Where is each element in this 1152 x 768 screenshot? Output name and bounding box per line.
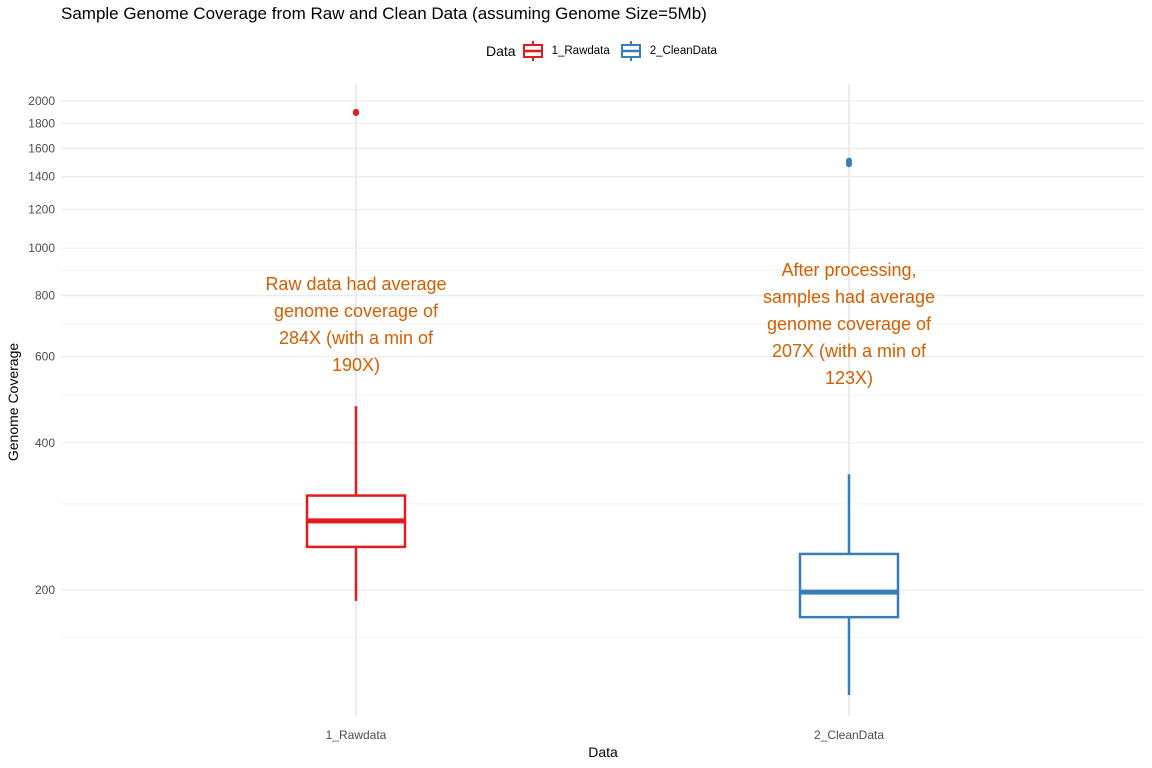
legend-item-rawdata: 1_Rawdata	[522, 40, 610, 62]
annotation-line: 123X)	[824, 368, 874, 388]
y-tick-label: 2000	[28, 94, 55, 108]
annotation-line: samples had average	[762, 287, 936, 307]
legend-key-cleandata	[620, 41, 641, 61]
annotation-rawdata: Raw data had average genome coverage of 28…	[226, 271, 486, 379]
y-tick-label: 1800	[28, 116, 55, 130]
y-tick-label: 400	[35, 436, 55, 450]
annotation-line: genome coverage of	[766, 314, 932, 334]
y-tick-label: 1000	[28, 241, 55, 255]
outlier-point	[353, 110, 359, 117]
legend-key-rawdata	[522, 41, 543, 61]
annotation-line: After processing,	[781, 260, 917, 280]
outlier-point	[846, 161, 852, 168]
legend-title: Data	[486, 43, 516, 59]
y-tick-label: 1200	[28, 202, 55, 216]
annotation-line: genome coverage of	[273, 301, 439, 321]
legend-item-cleandata: 2_CleanData	[620, 40, 717, 62]
chart-title: Sample Genome Coverage from Raw and Clea…	[61, 4, 707, 23]
legend-label-cleandata: 2_CleanData	[649, 45, 717, 57]
annotation-line: 190X)	[331, 355, 381, 375]
annotation-line: 284X (with a min of	[278, 328, 434, 348]
y-axis-label: Genome Coverage	[5, 343, 21, 462]
y-tick-label: 1600	[28, 141, 55, 155]
y-tick-label: 600	[35, 350, 55, 364]
y-tick-label: 200	[35, 583, 55, 597]
x-tick-label: 1_Rawdata	[326, 728, 387, 742]
x-axis-label: Data	[588, 744, 618, 760]
annotation-cleandata: After processing, samples had average geno…	[719, 257, 979, 392]
legend-label-rawdata: 1_Rawdata	[551, 45, 610, 57]
x-tick-label: 2_CleanData	[814, 728, 884, 742]
legend: Data 1_Rawdata 2_CleanData	[486, 40, 727, 62]
annotation-line: Raw data had average	[265, 274, 447, 294]
y-tick-label: 1400	[28, 170, 55, 184]
annotation-line: 207X (with a min of	[771, 341, 927, 361]
box	[798, 552, 900, 619]
y-tick-label: 800	[35, 289, 55, 303]
